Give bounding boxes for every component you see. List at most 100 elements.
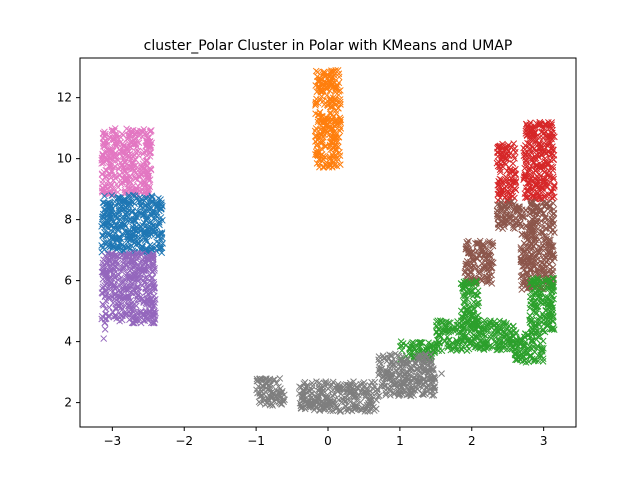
scatter-point [412, 378, 420, 385]
y-tick-label: 12 [57, 91, 72, 105]
scatter-point [543, 184, 551, 191]
scatter-point [494, 346, 502, 353]
scatter-point [335, 383, 343, 390]
scatter-point [531, 124, 538, 132]
scatter-point [464, 245, 471, 252]
scatter-point [412, 354, 420, 362]
scatter-point [144, 186, 152, 194]
scatter-point [121, 302, 129, 310]
scatter-point [425, 376, 433, 384]
scatter-point [143, 156, 151, 164]
scatter-point [494, 220, 502, 228]
scatter-point [523, 120, 530, 128]
scatter-point [127, 229, 135, 236]
scatter-point [319, 86, 327, 94]
scatter-point [140, 165, 147, 173]
scatter-point [407, 392, 415, 400]
scatter-point [525, 179, 532, 187]
scatter-point [100, 335, 108, 342]
scatter-point [548, 149, 556, 157]
scatter-point [385, 354, 392, 362]
scatter-point [528, 355, 536, 363]
scatter-point [130, 319, 138, 327]
scatter-point [492, 324, 500, 332]
scatter-point [145, 222, 153, 230]
scatter-point [496, 341, 504, 348]
scatter-point [522, 184, 530, 192]
scatter-point [527, 251, 535, 258]
scatter-point [547, 315, 554, 322]
scatter-point [128, 160, 136, 168]
scatter-point [478, 327, 485, 335]
scatter-point [105, 170, 113, 178]
scatter-point [138, 210, 145, 218]
scatter-point [321, 142, 329, 150]
scatter-point [542, 150, 550, 158]
x-tick-label: 1 [396, 434, 404, 448]
scatter-point [331, 135, 339, 143]
scatter-point [529, 176, 537, 184]
scatter-point [329, 386, 337, 394]
scatter-point [468, 333, 476, 341]
scatter-point [514, 221, 521, 229]
scatter-point [368, 396, 376, 404]
scatter-point [432, 340, 440, 348]
scatter-point [469, 320, 477, 328]
scatter-point [462, 277, 470, 285]
scatter-point [548, 135, 555, 143]
scatter-point [550, 326, 558, 333]
scatter-point [474, 329, 482, 336]
scatter-point [321, 153, 329, 161]
scatter-point [546, 250, 554, 257]
scatter-point [520, 266, 528, 274]
scatter-point [323, 101, 331, 109]
scatter-point [126, 302, 134, 309]
scatter-point [131, 175, 139, 182]
scatter-point [112, 252, 119, 259]
scatter-point [116, 222, 124, 229]
scatter-point [111, 172, 118, 180]
scatter-point [486, 342, 494, 350]
y-tick-label: 8 [64, 213, 72, 227]
scatter-point [550, 209, 558, 217]
scatter-point [487, 334, 495, 342]
scatter-point [542, 242, 550, 249]
scatter-point [329, 73, 337, 81]
scatter-point [495, 181, 503, 189]
scatter-point [131, 221, 138, 229]
scatter-point [124, 259, 131, 266]
scatter-point [318, 157, 326, 165]
scatter-point [146, 153, 154, 160]
scatter-point [534, 189, 542, 197]
scatter-point [361, 408, 369, 415]
scatter-point [316, 130, 324, 138]
scatter-point [459, 322, 467, 330]
scatter-point [526, 312, 534, 320]
scatter-point [328, 116, 335, 124]
scatter-point [468, 260, 476, 268]
scatter-point [146, 248, 154, 255]
scatter-point [483, 279, 491, 286]
scatter-point [314, 68, 322, 76]
scatter-point [313, 142, 321, 150]
scatter-point [134, 310, 142, 318]
scatter-point [259, 376, 267, 384]
x-axis: −3 −2 −1 0 1 2 3 [103, 427, 547, 448]
scatter-point [114, 276, 122, 284]
scatter-point [140, 310, 148, 318]
scatter-point [475, 251, 483, 259]
scatter-point [332, 151, 339, 159]
scatter-point [144, 200, 151, 207]
scatter-point [545, 139, 553, 147]
scatter-point [148, 192, 156, 200]
scatter-point [319, 71, 327, 79]
scatter-point [436, 331, 444, 339]
scatter-point [317, 80, 325, 88]
scatter-point [275, 390, 282, 398]
scatter-point [474, 299, 481, 307]
scatter-point [547, 133, 554, 141]
scatter-point [530, 154, 537, 162]
scatter-point [463, 347, 471, 354]
scatter-point [534, 259, 542, 267]
scatter-point [459, 313, 467, 321]
